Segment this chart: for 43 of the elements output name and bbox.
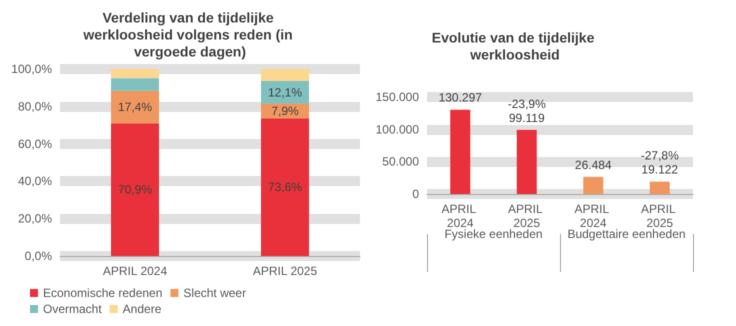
x-tick-label: APRIL 2024	[574, 202, 612, 230]
x-tick-label: APRIL 2024	[441, 202, 480, 230]
data-label: 130.297	[438, 90, 482, 105]
y-tick-label: 20,0%	[18, 212, 52, 226]
bar	[261, 69, 309, 81]
bar	[111, 69, 159, 78]
y-tick-label: 100,0%	[11, 62, 52, 76]
y-tick-label: 150.000	[376, 90, 420, 104]
data-label: 7,9%	[271, 104, 299, 118]
bar	[516, 130, 537, 194]
data-label: 70,9%	[118, 182, 152, 197]
legend-label: Andere	[122, 302, 162, 316]
legend-label: Slecht weer	[183, 286, 246, 300]
x-tick-label: APRIL 2025	[640, 202, 679, 230]
bar	[450, 110, 470, 194]
data-label: 26.484	[574, 158, 612, 172]
data-label: 12,1%	[268, 85, 302, 100]
bar	[650, 182, 670, 194]
y-tick-label: 80,0%	[18, 99, 52, 114]
y-tick-label: 0,0%	[24, 249, 52, 263]
data-label: 17,4%	[118, 100, 152, 114]
chart-title: Evolutie van de tijdelijke werkloosheid	[432, 30, 598, 62]
chart-title: Verdeling van de tijdelijke werkloosheid volgens reden (in vergoede dagen)	[82, 10, 297, 60]
legend-label: Economische redenen	[43, 286, 162, 300]
text: Budgettaire eenheden	[567, 227, 686, 241]
bar	[111, 78, 159, 91]
data-label: 73,6%	[268, 180, 302, 194]
x-tick-label: APRIL 2024	[102, 264, 168, 278]
y-tick-label: 40,0%	[18, 174, 52, 188]
y-tick-label: 100.000	[376, 122, 420, 136]
text: Fysieke eenheden	[444, 227, 543, 241]
y-tick-label: 0	[412, 187, 420, 201]
bar	[583, 176, 604, 194]
x-tick-label: APRIL 2025	[252, 264, 318, 278]
y-tick-label: 60,0%	[18, 136, 52, 151]
data-label: -27,8% 19.122	[640, 148, 680, 177]
x-tick-label: APRIL 2025	[508, 202, 546, 230]
data-label: -23,9% 99.119	[508, 96, 546, 125]
bar	[261, 118, 309, 256]
y-tick-label: 50.000	[382, 154, 420, 169]
bar	[111, 123, 159, 256]
legend-label: Overmacht	[43, 302, 102, 316]
bar	[111, 90, 159, 124]
